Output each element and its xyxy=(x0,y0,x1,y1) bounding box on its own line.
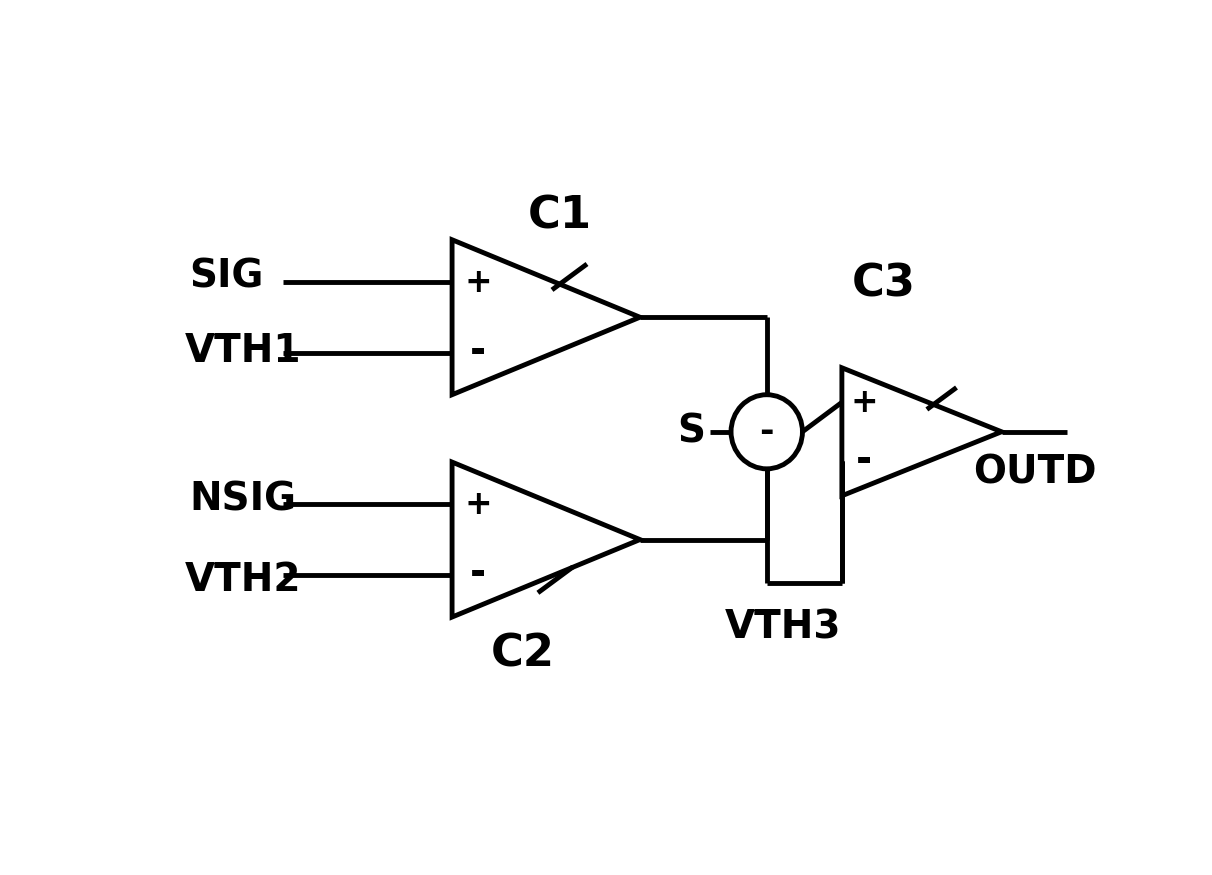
Text: VTH2: VTH2 xyxy=(184,561,301,599)
Text: S: S xyxy=(678,413,705,451)
Text: -: - xyxy=(856,442,873,480)
Text: VTH1: VTH1 xyxy=(184,332,301,370)
Text: +: + xyxy=(464,266,492,299)
Text: +: + xyxy=(464,488,492,522)
Text: C1: C1 xyxy=(528,194,593,238)
Text: -: - xyxy=(470,333,486,371)
Text: -: - xyxy=(760,415,774,449)
Text: SIG: SIG xyxy=(189,258,263,296)
Text: C3: C3 xyxy=(852,262,916,305)
Text: C2: C2 xyxy=(491,633,555,676)
Text: VTH3: VTH3 xyxy=(725,608,841,646)
Text: NSIG: NSIG xyxy=(189,480,296,518)
Text: OUTD: OUTD xyxy=(973,453,1097,491)
Text: +: + xyxy=(851,387,877,419)
Text: -: - xyxy=(470,556,486,593)
